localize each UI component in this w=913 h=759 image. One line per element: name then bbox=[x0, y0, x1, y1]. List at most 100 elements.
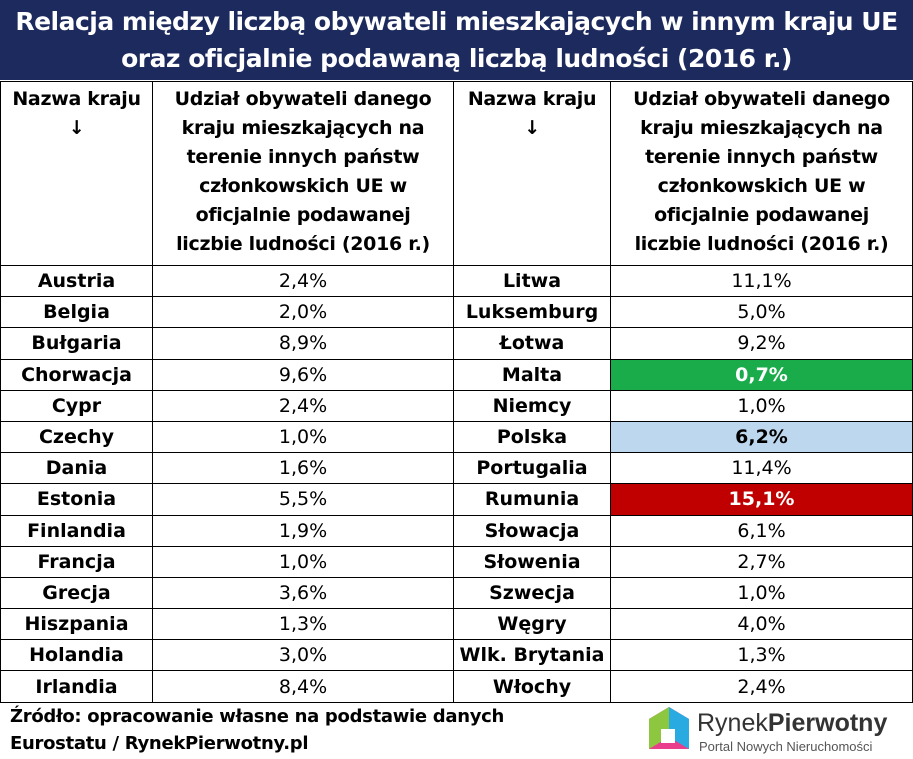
table-row: Finlandia 1,9% Słowacja 6,1% bbox=[0, 514, 913, 547]
value-cell: 4,0% bbox=[610, 608, 913, 641]
header-line: Nazwa kraju bbox=[12, 88, 141, 110]
logo-name-a: Rynek bbox=[697, 709, 768, 737]
country-cell: Luksemburg bbox=[453, 296, 611, 329]
country-cell: Cypr bbox=[0, 389, 153, 422]
country-cell: Malta bbox=[453, 358, 611, 391]
country-cell: Łotwa bbox=[453, 327, 611, 360]
value-cell: 1,6% bbox=[152, 452, 454, 485]
value-cell: 2,4% bbox=[152, 264, 454, 298]
value-cell: 3,0% bbox=[152, 639, 454, 672]
country-cell: Słowacja bbox=[453, 514, 611, 547]
country-cell: Wlk. Brytania bbox=[453, 639, 611, 672]
logo-name-b: Pierwotny bbox=[768, 709, 888, 737]
value-cell: 1,3% bbox=[152, 608, 454, 641]
table-row: Austria 2,4% Litwa 11,1% bbox=[0, 264, 913, 298]
column-header: Nazwa kraju ↓ bbox=[453, 81, 611, 266]
country-cell: Irlandia bbox=[0, 670, 153, 703]
header-line: oficjalnie podawanej bbox=[654, 204, 869, 226]
value-cell: 0,7% bbox=[610, 358, 913, 391]
value-cell: 1,0% bbox=[610, 576, 913, 610]
value-cell: 9,6% bbox=[152, 358, 454, 391]
country-cell: Litwa bbox=[453, 264, 611, 298]
country-cell: Dania bbox=[0, 452, 153, 485]
header-line: członkowskich UE w bbox=[657, 175, 866, 197]
table-row: Francja 1,0% Słowenia 2,7% bbox=[0, 545, 913, 578]
source-line: Eurostatu / RynekPierwotny.pl bbox=[10, 733, 309, 754]
country-cell: Węgry bbox=[453, 608, 611, 641]
country-cell: Estonia bbox=[0, 483, 153, 516]
table-row: Dania 1,6% Portugalia 11,4% bbox=[0, 452, 913, 485]
country-cell: Hiszpania bbox=[0, 608, 153, 641]
value-cell: 11,1% bbox=[610, 264, 913, 298]
column-header: Nazwa kraju ↓ bbox=[0, 81, 153, 266]
country-cell: Chorwacja bbox=[0, 358, 153, 391]
country-cell: Szwecja bbox=[453, 576, 611, 610]
table-row: Grecja 3,6% Szwecja 1,0% bbox=[0, 576, 913, 610]
table-row: Chorwacja 9,6% Malta 0,7% bbox=[0, 358, 913, 391]
data-table: Nazwa kraju ↓ Udział obywateli danego kraju… bbox=[0, 81, 913, 703]
value-cell: 2,7% bbox=[610, 545, 913, 578]
value-cell: 11,4% bbox=[610, 452, 913, 485]
column-header: Udział obywateli danego kraju mieszkający… bbox=[152, 81, 454, 266]
logo-tagline: Portal Nowych Nieruchomości bbox=[699, 739, 873, 754]
value-cell: 9,2% bbox=[610, 327, 913, 360]
table-row: Czechy 1,0% Polska 6,2% bbox=[0, 420, 913, 454]
country-cell: Austria bbox=[0, 264, 153, 298]
value-cell: 5,5% bbox=[152, 483, 454, 516]
value-cell: 5,0% bbox=[610, 296, 913, 329]
value-cell: 1,9% bbox=[152, 514, 454, 547]
header-line: terenie innych państw bbox=[645, 146, 878, 168]
table-row: Holandia 3,0% Wlk. Brytania 1,3% bbox=[0, 639, 913, 672]
table-row: Belgia 2,0% Luksemburg 5,0% bbox=[0, 296, 913, 329]
table-row: Hiszpania 1,3% Węgry 4,0% bbox=[0, 608, 913, 641]
title-bar: Relacja między liczbą obywateli mieszkaj… bbox=[0, 0, 913, 80]
header-line: terenie innych państw bbox=[186, 146, 420, 168]
logo-window bbox=[661, 729, 675, 743]
value-cell: 8,9% bbox=[152, 327, 454, 360]
value-cell: 1,0% bbox=[610, 389, 913, 422]
header-line: kraju mieszkających na bbox=[640, 117, 883, 139]
header-line: ↓ bbox=[524, 117, 540, 139]
logo: RynekPierwotny Portal Nowych Nieruchomoś… bbox=[649, 707, 887, 754]
column-header: Udział obywateli danego kraju mieszkający… bbox=[610, 81, 913, 266]
table-row: Cypr 2,4% Niemcy 1,0% bbox=[0, 389, 913, 422]
title-line: Relacja między liczbą obywateli mieszkaj… bbox=[15, 7, 898, 36]
value-cell: 1,0% bbox=[152, 545, 454, 578]
country-cell: Włochy bbox=[453, 670, 611, 703]
country-cell: Finlandia bbox=[0, 514, 153, 547]
header-row: Nazwa kraju ↓ Udział obywateli danego kraju… bbox=[0, 81, 913, 266]
table-body: Austria 2,4% Litwa 11,1% Belgia 2,0% Luksembur… bbox=[0, 264, 913, 703]
value-cell: 8,4% bbox=[152, 670, 454, 703]
country-cell: Francja bbox=[0, 545, 153, 578]
country-cell: Belgia bbox=[0, 296, 153, 329]
header-line: kraju mieszkających na bbox=[181, 117, 425, 139]
source-note: Źródło: opracowanie własne na podstawie … bbox=[10, 703, 504, 757]
value-cell: 6,1% bbox=[610, 514, 913, 547]
country-cell: Polska bbox=[453, 420, 611, 454]
country-cell: Słowenia bbox=[453, 545, 611, 578]
header-line: liczbie ludności (2016 r.) bbox=[634, 233, 889, 255]
title-line: oraz oficjalnie podawaną liczbą ludności… bbox=[121, 44, 792, 73]
value-cell: 3,6% bbox=[152, 576, 454, 610]
country-cell: Grecja bbox=[0, 576, 153, 610]
logo-name: RynekPierwotny bbox=[697, 709, 887, 737]
value-cell: 2,0% bbox=[152, 296, 454, 329]
value-cell: 2,4% bbox=[610, 670, 913, 703]
country-cell: Bułgaria bbox=[0, 327, 153, 360]
value-cell: 1,0% bbox=[152, 420, 454, 454]
country-cell: Rumunia bbox=[453, 483, 611, 516]
country-cell: Portugalia bbox=[453, 452, 611, 485]
header-line: Nazwa kraju bbox=[467, 88, 597, 110]
value-cell: 6,2% bbox=[610, 420, 913, 454]
country-cell: Holandia bbox=[0, 639, 153, 672]
table-row: Estonia 5,5% Rumunia 15,1% bbox=[0, 483, 913, 516]
value-cell: 1,3% bbox=[610, 639, 913, 672]
header-line: Udział obywateli danego bbox=[174, 88, 432, 110]
header-line: liczbie ludności (2016 r.) bbox=[176, 233, 430, 255]
table-row: Irlandia 8,4% Włochy 2,4% bbox=[0, 670, 913, 703]
value-cell: 2,4% bbox=[152, 389, 454, 422]
header-line: członkowskich UE w bbox=[199, 175, 407, 197]
source-line: Źródło: opracowanie własne na podstawie … bbox=[10, 706, 505, 727]
value-cell: 15,1% bbox=[610, 483, 913, 516]
